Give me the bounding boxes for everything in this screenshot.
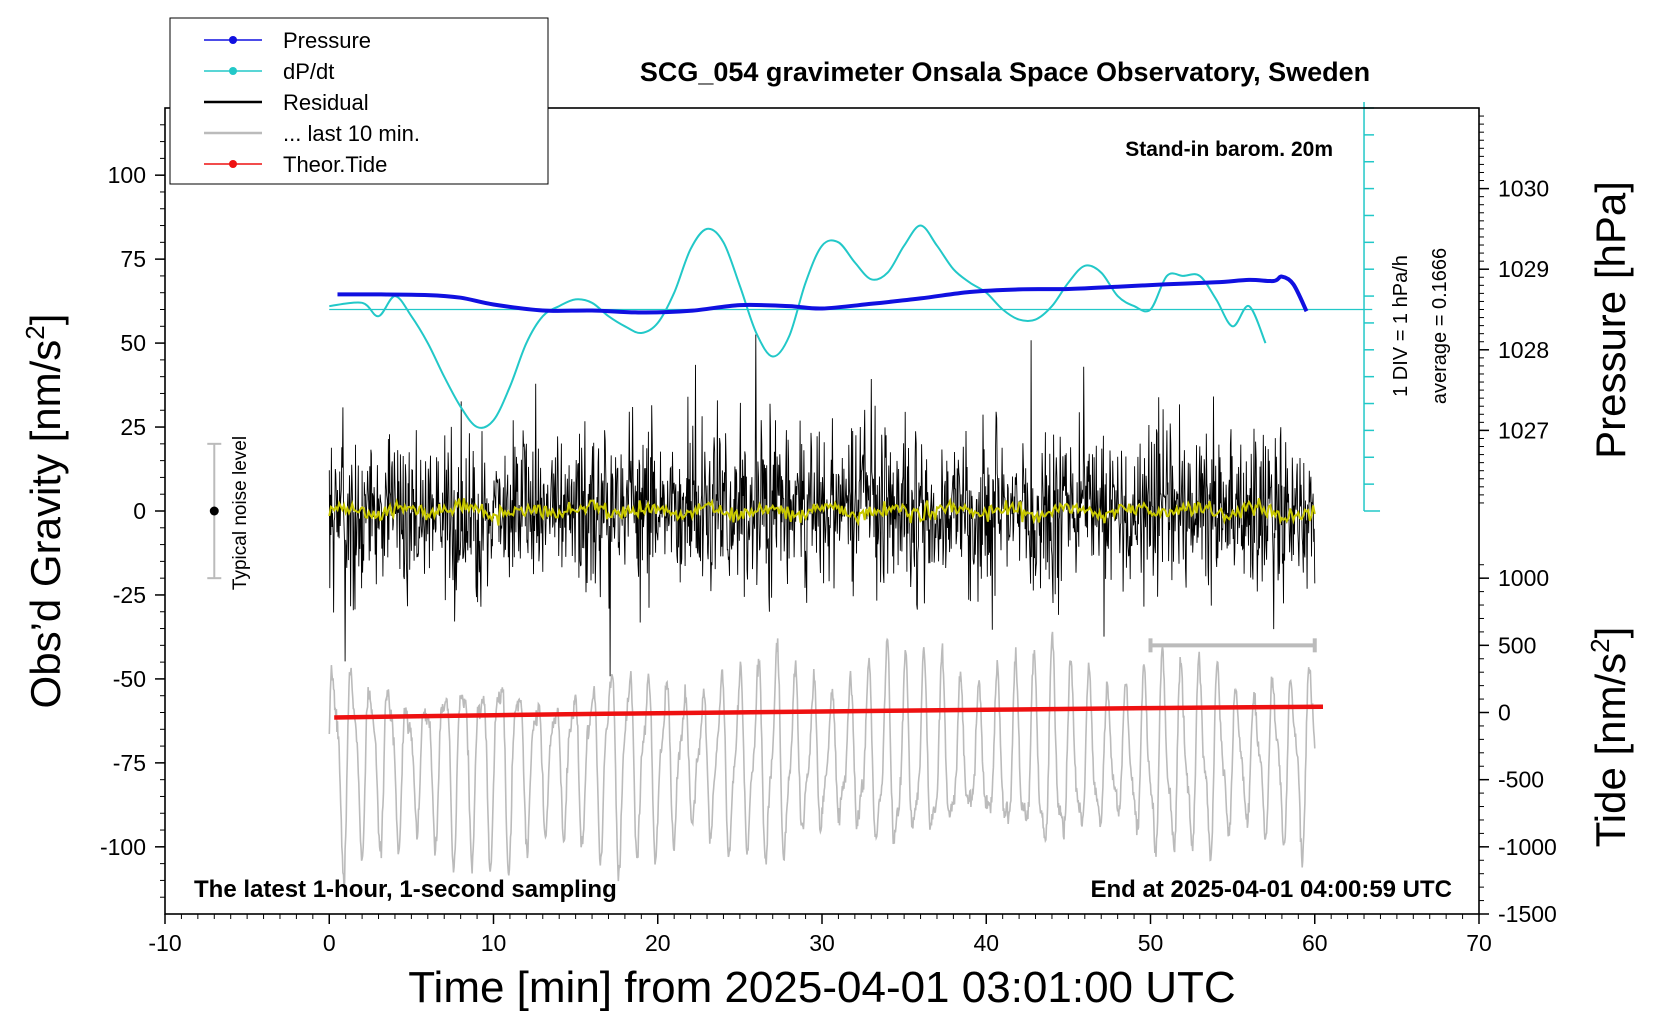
y-tick-label: 75 — [120, 246, 146, 272]
y-tick-label: -100 — [100, 834, 146, 860]
chart-title: SCG_054 gravimeter Onsala Space Observat… — [640, 57, 1370, 87]
pressure-tick-label: 1028 — [1498, 337, 1549, 363]
legend-marker — [229, 160, 237, 168]
x-tick-label: 50 — [1138, 930, 1164, 956]
y-label-left-text: Obs’d Gravity [nm/s — [22, 340, 69, 709]
last-10-min-line — [328, 631, 1316, 887]
tide-line — [334, 704, 1324, 720]
pressure-tick-label: 1029 — [1498, 256, 1549, 282]
y-tick-label: 100 — [108, 162, 146, 188]
div-label: 1 DIV = 1 hPa/h — [1390, 255, 1412, 397]
x-tick-label: 20 — [645, 930, 671, 956]
axes: -10 0 10 20 30 40 50 60 70-100-75-50-25025507510… — [100, 115, 1557, 956]
y-axis-label-tide: Tide [nm/s2] — [1585, 627, 1634, 848]
y-axis-label-pressure: Pressure [hPa] — [1587, 181, 1634, 459]
legend-label: dP/dt — [283, 59, 334, 84]
pressure-tick-label: 1027 — [1498, 417, 1549, 443]
y-label-left-power: 2 — [20, 325, 50, 339]
x-tick-label: -10 — [148, 930, 181, 956]
y-label-tide-text: Tide [nm/s — [1587, 653, 1634, 848]
legend-label: Pressure — [283, 28, 371, 53]
x-axis-label: Time [min] from 2025-04-01 03:01:00 UTC — [408, 963, 1235, 1012]
residual-line — [328, 334, 1316, 677]
x-tick-label: 70 — [1466, 930, 1492, 956]
noise-level-label: Typical noise level — [230, 436, 251, 590]
legend-marker — [229, 36, 237, 44]
y-tick-label: 50 — [120, 330, 146, 356]
y-label-tide-close: ] — [1587, 627, 1634, 639]
pressure-tick-label: 1030 — [1498, 176, 1549, 202]
tide-tick-label: -500 — [1498, 767, 1544, 793]
y-label-left-close: ] — [22, 314, 69, 326]
x-tick-label: 60 — [1302, 930, 1328, 956]
x-tick-label: 30 — [809, 930, 835, 956]
pressure-line — [337, 274, 1309, 315]
legend-label: ... last 10 min. — [283, 121, 420, 146]
y-tick-label: 25 — [120, 414, 146, 440]
legend-label: Residual — [283, 90, 369, 115]
y-tick-label: 0 — [133, 498, 146, 524]
barometer-note: Stand-in barom. 20m — [1125, 138, 1333, 161]
tide-tick-label: -1000 — [1498, 834, 1557, 860]
bottom-right-note: End at 2025-04-01 04:00:59 UTC — [1091, 876, 1453, 903]
y-label-tide-power: 2 — [1585, 638, 1615, 652]
noise-bar-center — [209, 506, 219, 516]
legend-marker — [229, 67, 237, 75]
tide-tick-label: 1000 — [1498, 565, 1549, 591]
tide-tick-label: -1500 — [1498, 901, 1557, 927]
y-tick-label: -75 — [113, 750, 146, 776]
y-tick-label: -25 — [113, 582, 146, 608]
y-tick-label: -50 — [113, 666, 146, 692]
legend: Pressure dP/dt Residual ... last 10 min. The… — [169, 17, 549, 185]
tide-tick-label: 0 — [1498, 700, 1511, 726]
x-tick-label: 40 — [973, 930, 999, 956]
dpdt-line — [329, 224, 1267, 429]
legend-label: Theor.Tide — [283, 152, 387, 177]
x-tick-label: 0 — [323, 930, 336, 956]
bottom-left-note: The latest 1-hour, 1-second sampling — [194, 876, 617, 903]
residual-smoothed-line — [328, 497, 1316, 527]
plot-area — [207, 102, 1381, 887]
y-axis-label-left: Obs’d Gravity [nm/s2] — [20, 314, 69, 709]
x-tick-label: 10 — [481, 930, 507, 956]
average-label: average = 0.1666 — [1429, 248, 1451, 404]
tide-tick-label: 500 — [1498, 632, 1536, 658]
